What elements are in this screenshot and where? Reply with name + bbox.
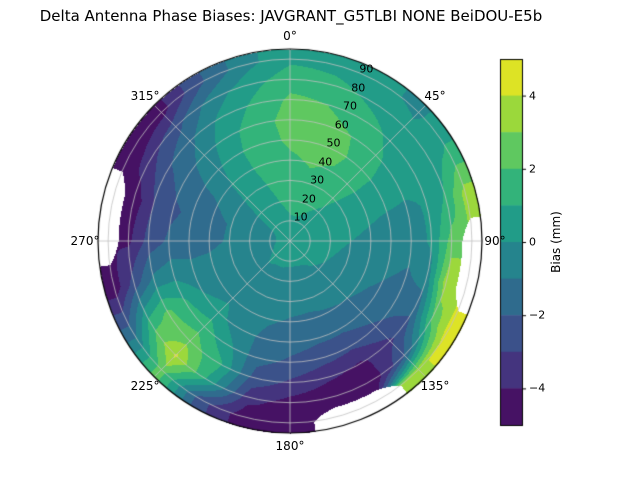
radial-tick-20: 20 [301, 192, 316, 206]
colorbar-axis-label: Bias (mm) [549, 211, 563, 273]
radial-tick-50: 50 [326, 136, 341, 150]
azimuth-tick-180: 180° [275, 439, 305, 453]
colorbar-tick-2: 2 [529, 162, 536, 176]
radial-tick-70: 70 [342, 99, 357, 113]
colorbar-tick-0: 0 [529, 235, 536, 249]
chart-title: Delta Antenna Phase Biases: JAVGRANT_G5T… [39, 7, 543, 25]
radial-tick-10: 10 [293, 210, 308, 224]
colorbar-tick--4: −4 [529, 381, 546, 395]
azimuth-tick-0: 0° [283, 29, 297, 43]
azimuth-tick-45: 45° [424, 89, 446, 104]
azimuth-tick-225: 225° [130, 378, 160, 393]
colorbar-tick-4: 4 [529, 89, 536, 103]
radial-tick-80: 80 [351, 81, 366, 95]
radial-tick-90: 90 [359, 62, 374, 76]
radial-tick-40: 40 [318, 155, 333, 169]
colorbar-tick--2: −2 [529, 308, 546, 322]
azimuth-tick-90: 90° [484, 234, 506, 248]
azimuth-tick-315: 315° [130, 89, 160, 104]
radial-tick-60: 60 [334, 118, 349, 132]
radial-tick-30: 30 [310, 173, 325, 187]
azimuth-tick-135: 135° [420, 378, 450, 393]
azimuth-tick-270: 270° [70, 234, 100, 248]
